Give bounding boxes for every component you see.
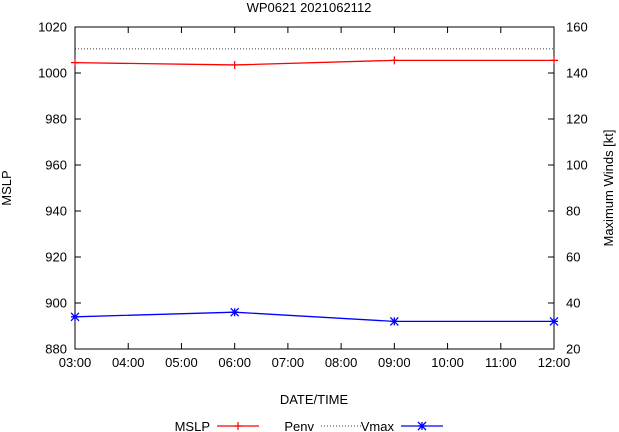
mslp-line — [74, 59, 554, 66]
y-tick-label: 960 — [45, 158, 67, 173]
y2-tick-label: 20 — [566, 342, 580, 357]
vmax-point — [230, 307, 240, 317]
y-tick-label: 900 — [45, 296, 67, 311]
y2-tick-label: 100 — [566, 158, 588, 173]
x-tick-label: 05:00 — [165, 355, 198, 370]
x-tick-label: 12:00 — [538, 355, 571, 370]
legend-marker-mslp — [234, 422, 242, 430]
legend-label-vmax: Vmax — [361, 419, 395, 432]
mslp-point — [230, 60, 239, 69]
x-tick-label: 09:00 — [378, 355, 411, 370]
mslp-point — [71, 58, 79, 67]
right-axis: 20 40 60 80 100 120 140 160 — [548, 20, 588, 357]
y-tick-label: 1000 — [38, 66, 67, 81]
legend-marker-vmax — [417, 421, 427, 431]
y2-tick-label: 40 — [566, 296, 580, 311]
chart-title: WP0621 2021062112 — [247, 0, 372, 15]
x-tick-label: 03:00 — [59, 355, 92, 370]
x-tick-label: 07:00 — [272, 355, 305, 370]
x-tick-label: 11:00 — [485, 355, 517, 370]
vmax-line — [74, 311, 554, 323]
vmax-point — [389, 316, 399, 326]
x-axis: 03:00 04:00 05:00 06:00 07:00 08:00 09:00 10:00… — [59, 27, 571, 370]
legend-label-mslp: MSLP — [175, 419, 210, 432]
y2-tick-label: 120 — [566, 112, 588, 127]
y-tick-label: 920 — [45, 250, 67, 265]
x-tick-label: 06:00 — [218, 355, 251, 370]
y2-tick-label: 160 — [566, 20, 588, 35]
y2-axis-label: Maximum Winds [kt] — [601, 129, 616, 246]
y-tick-label: 940 — [45, 204, 67, 219]
x-tick-label: 04:00 — [112, 355, 145, 370]
y2-tick-label: 80 — [566, 204, 580, 219]
plot-area-frame — [74, 26, 555, 350]
mslp-point — [550, 56, 558, 65]
x-tick-label: 10:00 — [431, 355, 464, 370]
series-layer — [70, 48, 559, 326]
y2-tick-label: 60 — [566, 250, 580, 265]
vmax-point — [549, 316, 559, 326]
y-tick-label: 880 — [45, 342, 67, 357]
x-axis-label: DATE/TIME — [280, 392, 349, 407]
legend-label-penv: Penv — [284, 419, 314, 432]
legend: MSLP Penv Vmax — [175, 419, 443, 432]
y2-tick-label: 140 — [566, 66, 588, 81]
y-tick-label: 1020 — [38, 20, 67, 35]
y-tick-label: 980 — [45, 112, 67, 127]
mslp-point — [390, 56, 399, 65]
vmax-point — [70, 312, 80, 322]
x-tick-label: 08:00 — [325, 355, 358, 370]
left-axis: 880 900 920 940 960 980 1000 1020 — [38, 20, 81, 357]
y-axis-label: MSLP — [0, 170, 14, 205]
